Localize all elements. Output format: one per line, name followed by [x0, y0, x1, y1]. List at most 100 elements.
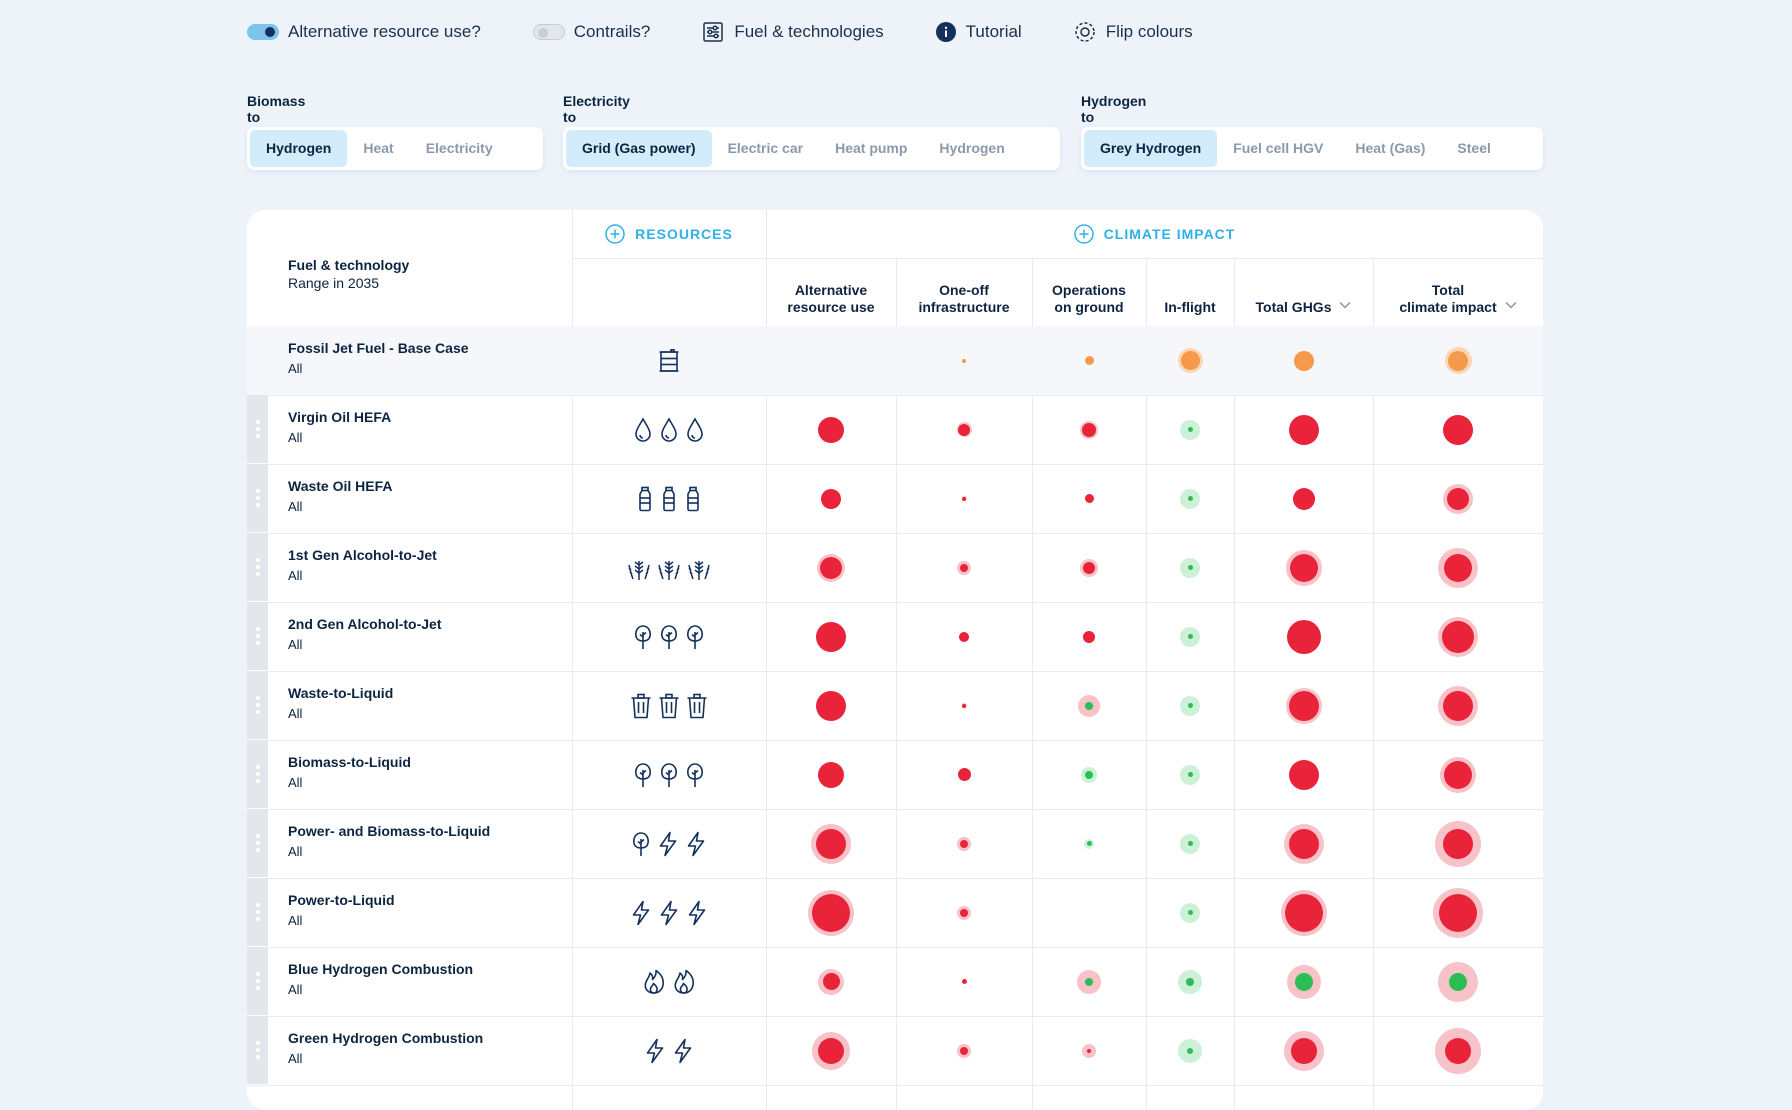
contrails-toggle[interactable]: Contrails?: [532, 22, 651, 42]
group-label: Hydrogen to: [1081, 93, 1147, 125]
option-electricity[interactable]: Electricity: [425, 140, 493, 156]
impact-indicator: [1078, 694, 1100, 717]
table-row[interactable]: Waste Oil HEFA All: [247, 464, 1543, 533]
impact-indicator: [1084, 356, 1094, 365]
option-electric-car[interactable]: Electric car: [727, 140, 804, 156]
table-row[interactable]: 2nd Gen Alcohol-to-Jet All: [247, 602, 1543, 671]
fuel-tech-button[interactable]: Fuel & technologies: [702, 21, 884, 43]
table-row: Fossil Jet Fuel - Base Case All: [247, 326, 1543, 395]
option-grid[interactable]: Grid (Gas power): [566, 130, 712, 167]
grid-line: [766, 210, 767, 1110]
table-row[interactable]: Blue Hydrogen Combustion All: [247, 947, 1543, 1016]
option-heat[interactable]: Heat: [363, 140, 394, 156]
table-row[interactable]: 1st Gen Alcohol-to-Jet All: [247, 533, 1543, 602]
column-header-climate[interactable]: Total climate impact: [1373, 258, 1543, 326]
drag-handle[interactable]: [247, 533, 268, 601]
cell-infra: [896, 326, 1032, 395]
column-header-flight: In-flight: [1146, 258, 1234, 326]
option-hydrogen[interactable]: Hydrogen: [250, 130, 348, 167]
fuel-name: Waste Oil HEFA: [288, 478, 393, 494]
wheat-icon: [624, 555, 654, 581]
impact-indicator: [1443, 414, 1473, 445]
column-header-ghg[interactable]: Total GHGs: [1234, 258, 1373, 326]
grid-line: [247, 947, 1543, 948]
toggle-switch[interactable]: [532, 24, 565, 40]
impact-indicator: [1180, 419, 1200, 440]
impact-indicator: [816, 621, 846, 652]
climate-impact-expand-button[interactable]: CLIMATE IMPACT: [766, 210, 1543, 258]
impact-indicator: [817, 553, 845, 582]
drag-handle[interactable]: [247, 671, 268, 739]
table-row[interactable]: Green Hydrogen Combustion All: [247, 1016, 1543, 1085]
resources-expand-button[interactable]: RESOURCES: [572, 210, 766, 258]
impact-indicator: [1283, 823, 1324, 864]
option-grey-hydrogen[interactable]: Grey Hydrogen: [1084, 130, 1218, 167]
cell-flight: [1146, 533, 1234, 602]
drag-handle[interactable]: [247, 602, 268, 670]
bolt-icon: [641, 1038, 669, 1064]
table-row[interactable]: Virgin Oil HEFA All: [247, 395, 1543, 464]
cell-flight: [1146, 326, 1234, 395]
impact-dot: [1444, 553, 1472, 582]
alt-resource-toggle[interactable]: Alternative resource use?: [247, 22, 481, 42]
cell-infra: [896, 533, 1032, 602]
grid-line: [1234, 258, 1235, 1110]
cell-ghg: [1234, 1016, 1373, 1085]
fuel-name: 2nd Gen Alcohol-to-Jet: [288, 616, 442, 632]
impact-dot: [962, 358, 966, 363]
cell-ghg: [1234, 464, 1373, 533]
impact-indicator: [1440, 756, 1476, 793]
option-steel[interactable]: Steel: [1457, 140, 1491, 156]
impact-dot: [1284, 893, 1323, 932]
option-heat-pump[interactable]: Heat pump: [835, 140, 908, 156]
tutorial-button[interactable]: Tutorial: [935, 22, 1022, 42]
bottle-icon: [657, 486, 681, 512]
table-row[interactable]: Waste-to-Liquid All: [247, 671, 1543, 740]
impact-indicator: [821, 488, 841, 509]
cell-flight: [1146, 878, 1234, 947]
option-fuel-cell-hgv[interactable]: Fuel cell HGV: [1233, 140, 1324, 156]
toggle-switch[interactable]: [247, 24, 279, 40]
drag-handle[interactable]: [247, 809, 268, 877]
impact-indicator: [1080, 420, 1098, 439]
cell-flight: [1146, 809, 1234, 878]
drag-handle[interactable]: [247, 1016, 268, 1084]
impact-indicator: [961, 496, 967, 501]
grid-line: [1032, 258, 1033, 1110]
table-row[interactable]: Power-to-Liquid All: [247, 878, 1543, 947]
impact-dot: [1083, 630, 1095, 643]
impact-indicator: [811, 823, 851, 864]
drag-handle[interactable]: [247, 740, 268, 808]
drag-handle[interactable]: [247, 947, 268, 1015]
impact-indicator: [808, 889, 854, 936]
resource-icons: [572, 809, 766, 878]
drag-handle[interactable]: [247, 395, 268, 463]
option-heat-gas[interactable]: Heat (Gas): [1355, 140, 1426, 156]
fuel-range: All: [288, 499, 303, 514]
cell-ghg: [1234, 809, 1373, 878]
impact-dot: [1187, 427, 1193, 432]
table-row[interactable]: Biomass-to-Liquid All: [247, 740, 1543, 809]
cell-alt: [766, 464, 896, 533]
cell-ops: [1032, 809, 1146, 878]
flip-colours-button[interactable]: Flip colours: [1074, 21, 1193, 43]
drag-handle[interactable]: [247, 464, 268, 532]
impact-indicator: [1435, 1027, 1481, 1074]
impact-indicator: [1178, 1038, 1202, 1063]
impact-indicator: [816, 690, 846, 721]
cell-ops: [1032, 326, 1146, 395]
impact-dot: [1447, 487, 1469, 510]
impact-indicator: [1438, 685, 1478, 726]
impact-dot: [1085, 770, 1093, 779]
flip-colours-icon: [1074, 21, 1096, 43]
fuel-tech-subtitle: Range in 2035: [288, 275, 380, 291]
option-hydrogen[interactable]: Hydrogen: [939, 140, 1005, 156]
contrails-label: Contrails?: [573, 22, 651, 41]
table-row[interactable]: Power- and Biomass-to-Liquid All: [247, 809, 1543, 878]
impact-indicator: [1444, 347, 1472, 374]
impact-dot: [1084, 494, 1094, 503]
impact-dot: [959, 631, 969, 642]
drag-handle[interactable]: [247, 878, 268, 946]
impact-indicator: [1443, 483, 1473, 514]
drop-icon: [682, 416, 708, 443]
